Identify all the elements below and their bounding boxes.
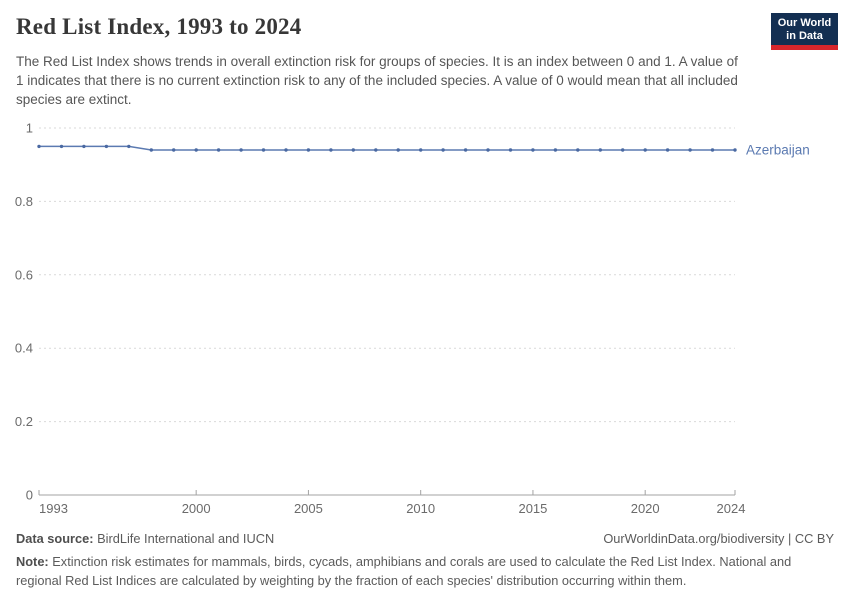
data-point-2023[interactable] <box>710 148 715 152</box>
x-axis <box>38 490 736 496</box>
note-text: Extinction risk estimates for mammals, b… <box>16 554 792 588</box>
x-axis-labels: 1993 2000 2005 2010 2015 2020 2024 <box>39 501 745 516</box>
x-tick-label-2010: 2010 <box>406 501 435 516</box>
data-point-2016[interactable] <box>553 148 558 152</box>
data-point-2012[interactable] <box>463 148 468 152</box>
owid-logo-red-bar <box>771 45 838 50</box>
series-line[interactable] <box>39 145 735 151</box>
gridlines <box>39 127 735 423</box>
data-point-2006[interactable] <box>329 148 333 152</box>
y-tick-label-0.4: 0.4 <box>15 341 33 356</box>
data-point-2011[interactable] <box>441 148 445 152</box>
data-point-2024[interactable] <box>733 148 737 152</box>
data-point-1997[interactable] <box>127 144 131 149</box>
owid-logo-box: Our World in Data <box>771 13 838 45</box>
data-point-2003[interactable] <box>261 148 266 152</box>
data-source-label: Data source: <box>16 531 94 546</box>
data-point-2005[interactable] <box>306 148 311 152</box>
data-point-2009[interactable] <box>396 148 400 152</box>
y-tick-label-1: 1 <box>26 121 33 136</box>
data-point-2014[interactable] <box>508 148 513 152</box>
line-chart: 0 0.2 0.4 0.6 0.8 1 1993 2000 2005 2010 2015 2020 20… <box>15 121 810 517</box>
data-point-2004[interactable] <box>284 148 288 152</box>
data-point-2008[interactable] <box>374 148 378 152</box>
data-point-2020[interactable] <box>643 148 647 152</box>
y-tick-label-0.8: 0.8 <box>15 194 33 209</box>
data-point-2018[interactable] <box>598 148 602 152</box>
data-point-2001[interactable] <box>216 148 221 152</box>
x-tick-label-2000: 2000 <box>182 501 211 516</box>
series-azerbaijan[interactable]: Azerbaijan <box>37 143 810 158</box>
series-label[interactable]: Azerbaijan <box>746 143 810 158</box>
data-point-1996[interactable] <box>104 144 109 149</box>
data-source: Data source: BirdLife International and … <box>16 531 274 546</box>
x-tick-label-2015: 2015 <box>518 501 547 516</box>
data-point-1993[interactable] <box>37 144 41 149</box>
y-tick-label-0: 0 <box>26 488 33 503</box>
data-point-1999[interactable] <box>172 148 176 152</box>
owid-logo[interactable]: Our World in Data <box>771 13 838 50</box>
data-point-1994[interactable] <box>59 144 64 149</box>
chart-note: Note: Extinction risk estimates for mamm… <box>16 553 806 590</box>
data-point-2022[interactable] <box>688 148 692 152</box>
data-point-1998[interactable] <box>149 148 153 152</box>
data-point-2021[interactable] <box>665 148 670 152</box>
data-point-1995[interactable] <box>82 144 86 149</box>
x-tick-label-1993: 1993 <box>39 501 68 516</box>
data-point-2015[interactable] <box>531 148 535 152</box>
x-tick-label-2020: 2020 <box>631 501 660 516</box>
data-point-2007[interactable] <box>351 148 355 152</box>
owid-logo-line2: in Data <box>786 29 823 42</box>
note-label: Note: <box>16 554 49 569</box>
data-point-2000[interactable] <box>194 148 198 152</box>
page-title: Red List Index, 1993 to 2024 <box>16 14 302 39</box>
data-point-2019[interactable] <box>621 148 625 152</box>
data-point-2017[interactable] <box>576 148 580 152</box>
attribution-link[interactable]: OurWorldinData.org/biodiversity | CC BY <box>603 531 834 546</box>
y-axis-labels: 0 0.2 0.4 0.6 0.8 1 <box>15 121 33 503</box>
data-point-2010[interactable] <box>419 148 423 152</box>
x-tick-label-2024: 2024 <box>717 501 746 516</box>
chart-subtitle: The Red List Index shows trends in overa… <box>16 54 738 107</box>
y-tick-label-0.6: 0.6 <box>15 267 33 282</box>
chart-footer: Data source: BirdLife International and … <box>16 531 834 590</box>
x-tick-label-2005: 2005 <box>294 501 323 516</box>
owid-logo-line1: Our World <box>777 17 832 29</box>
data-point-2013[interactable] <box>486 148 490 152</box>
data-point-2002[interactable] <box>239 148 243 152</box>
data-source-text: BirdLife International and IUCN <box>93 531 275 546</box>
y-tick-label-0.2: 0.2 <box>15 414 33 429</box>
